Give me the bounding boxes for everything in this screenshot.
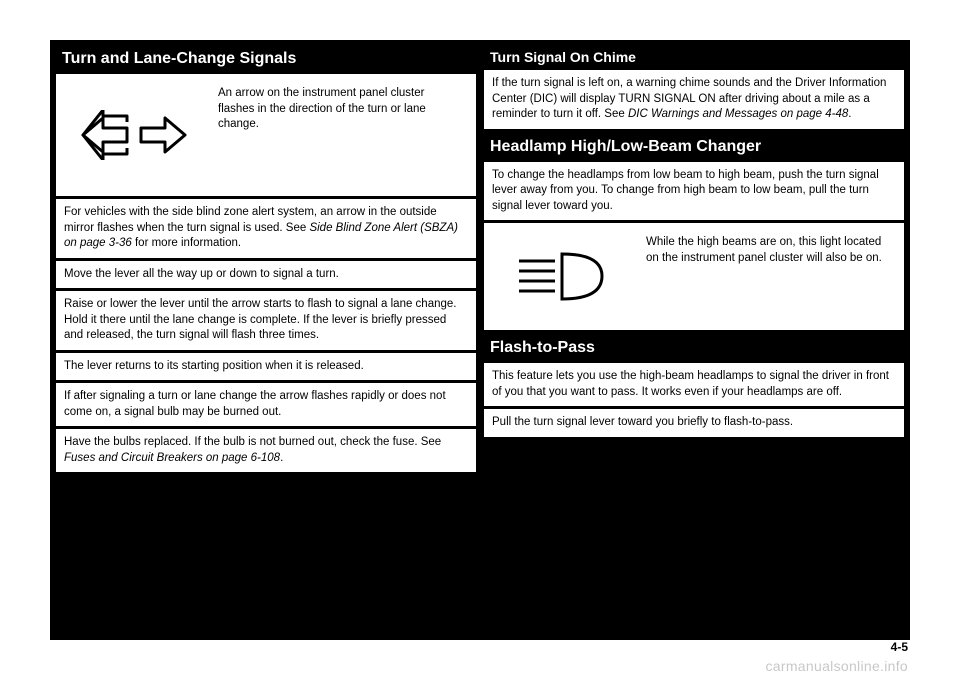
page-frame: Turn and Lane-Change Signals An arrow on… <box>50 40 910 640</box>
para-fuse-b: . <box>280 452 283 464</box>
right-column: Turn Signal On Chime If the turn signal … <box>480 42 908 638</box>
turn-signal-caption: An arrow on the instrument panel cluster… <box>210 80 468 190</box>
high-beam-icon <box>492 229 632 324</box>
para-lane-change: Raise or lower the lever until the arrow… <box>56 291 476 350</box>
para-sbza: For vehicles with the side blind zone al… <box>56 199 476 258</box>
para-fuse: Have the bulbs replaced. If the bulb is … <box>56 429 476 472</box>
left-column: Turn and Lane-Change Signals An arrow on… <box>52 42 480 638</box>
subheading-chime: Turn Signal On Chime <box>484 46 904 70</box>
para-flash-to-pass-2: Pull the turn signal lever toward you br… <box>484 409 904 437</box>
para-lever-return: The lever returns to its starting positi… <box>56 353 476 381</box>
para-chime-b: . <box>848 108 851 120</box>
link-dic: DIC Warnings and Messages on page 4-48 <box>628 108 848 120</box>
turn-arrows-icon <box>64 80 204 190</box>
high-beam-icon-row: While the high beams are on, this light … <box>484 223 904 330</box>
para-chime: If the turn signal is left on, a warning… <box>484 70 904 129</box>
para-move-lever: Move the lever all the way up or down to… <box>56 261 476 289</box>
page-number: 4-5 <box>891 640 908 654</box>
para-fuse-a: Have the bulbs replaced. If the bulb is … <box>64 436 441 448</box>
high-beam-caption: While the high beams are on, this light … <box>638 229 896 324</box>
link-fuses: Fuses and Circuit Breakers on page 6-108 <box>64 452 280 464</box>
heading-high-low: Headlamp High/Low-Beam Changer <box>484 134 904 162</box>
para-high-low: To change the headlamps from low beam to… <box>484 162 904 221</box>
para-bulb-out: If after signaling a turn or lane change… <box>56 383 476 426</box>
columns: Turn and Lane-Change Signals An arrow on… <box>52 42 908 638</box>
turn-signal-icon-row: An arrow on the instrument panel cluster… <box>56 74 476 196</box>
heading-flash-to-pass: Flash-to-Pass <box>484 335 904 363</box>
heading-turn-signals: Turn and Lane-Change Signals <box>56 46 476 74</box>
para-sbza-b: for more information. <box>132 237 241 249</box>
para-flash-to-pass-1: This feature lets you use the high-beam … <box>484 363 904 406</box>
